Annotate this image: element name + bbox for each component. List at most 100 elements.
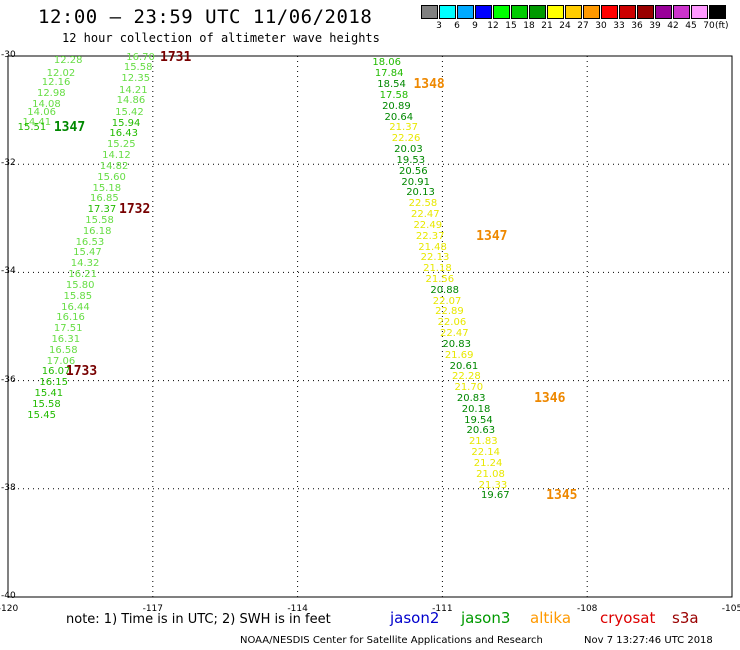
latitude-tick-label: -38 — [1, 482, 16, 493]
wave-height-reading: 19.54 — [464, 414, 493, 426]
wave-height-reading: 22.06 — [437, 317, 467, 329]
wave-height-reading: 15.80 — [65, 279, 95, 291]
pass-time-label: 1346 — [534, 390, 566, 406]
wave-height-reading: 14.12 — [102, 150, 131, 162]
wave-height-reading: 14.21 — [119, 84, 148, 96]
scale-label: 12 — [487, 21, 499, 31]
longitude-tick-label: -108 — [576, 604, 598, 614]
longitude-tick-label: -117 — [142, 604, 164, 614]
wave-height-reading: 22.47 — [411, 209, 440, 221]
wave-height-reading: 22.28 — [452, 371, 481, 383]
longitude-tick-label: -105 — [721, 604, 740, 614]
wave-height-reading: 16.18 — [82, 225, 112, 237]
scale-label: 15 — [505, 21, 517, 31]
scale-label: 24 — [559, 21, 571, 31]
scale-swatch — [457, 5, 474, 19]
wave-height-reading: 20.83 — [456, 392, 486, 404]
wave-height-reading: 12.98 — [36, 87, 66, 99]
wave-height-reading: 21.69 — [444, 349, 474, 361]
wave-height-reading: 22.14 — [471, 447, 500, 459]
scale-swatch — [619, 5, 636, 19]
pass-time-label: 1732 — [119, 202, 151, 218]
scale-swatch — [691, 5, 708, 19]
scale-swatch — [673, 5, 690, 19]
wave-height-reading: 19.67 — [481, 490, 510, 502]
wave-height-reading: 12.16 — [41, 77, 71, 89]
wave-height-reading: 21.56 — [425, 273, 455, 285]
wave-height-reading: 20.03 — [394, 144, 423, 156]
pass-time-label: 1347 — [476, 228, 508, 244]
latitude-tick-label: -40 — [1, 591, 16, 601]
legend-entry-jason3: jason3 — [461, 609, 511, 627]
pass-time-label: 1348 — [413, 77, 445, 93]
wave-height-reading: 16.53 — [75, 236, 105, 248]
wave-height-reading: 16.21 — [68, 269, 97, 281]
wave-height-reading: 20.56 — [398, 165, 428, 177]
latitude-tick-label: -30 — [1, 50, 16, 60]
wave-height-reading: 22.07 — [432, 295, 462, 307]
page-title: 12:00 – 23:59 UTC 11/06/2018 — [38, 6, 373, 28]
scale-label: 9 — [472, 21, 478, 31]
wave-height-reading: 14.32 — [70, 258, 100, 270]
scale-swatch — [439, 5, 456, 19]
wave-height-reading: 12.28 — [53, 55, 83, 67]
scale-swatch — [529, 5, 546, 19]
wave-height-reading: 20.88 — [430, 284, 459, 296]
scale-swatch — [547, 5, 564, 19]
wave-height-reading: 20.61 — [449, 360, 479, 372]
latitude-tick-label: -36 — [1, 374, 16, 385]
wave-height-reading: 15.41 — [34, 388, 64, 400]
wave-height-reading: 12.35 — [121, 73, 151, 85]
wave-height-reading: 21.48 — [418, 241, 447, 253]
wave-height-reading: 16.31 — [51, 334, 81, 346]
scale-label: 30 — [595, 21, 607, 31]
scale-label: 70 — [703, 21, 715, 31]
legend-entry-s3a: s3a — [672, 609, 699, 627]
wave-height-reading: 15.45 — [27, 409, 56, 421]
wave-height-reading: 16.58 — [49, 344, 78, 356]
pass-time-label: 1733 — [65, 364, 98, 380]
wave-height-reading: 15.25 — [106, 139, 136, 151]
wave-height-reading: 20.91 — [401, 176, 430, 188]
scale-label: 21 — [541, 21, 553, 31]
wave-height-reading: 17.51 — [53, 323, 83, 335]
scale-label: 42 — [667, 21, 679, 31]
wave-height-reading: 16.44 — [61, 301, 90, 313]
wave-height-reading: 15.85 — [63, 290, 93, 302]
pass-time-label: 1731 — [160, 50, 192, 66]
legend-entry-altika: altika — [530, 609, 572, 627]
wave-height-reading: 21.37 — [389, 122, 418, 134]
wave-height-reading: 15.58 — [85, 215, 114, 226]
footer-timestamp: Nov 7 13:27:46 UTC 2018 — [584, 635, 713, 646]
scale-unit: (ft) — [715, 21, 729, 31]
scale-label: 27 — [577, 21, 589, 31]
map-frame — [7, 55, 733, 598]
wave-height-reading: 16.15 — [39, 377, 68, 389]
wave-height-reading: 14.82 — [99, 160, 129, 172]
wave-height-reading: 16.07 — [41, 366, 71, 378]
latitude-tick-label: -34 — [1, 266, 16, 277]
scale-label: 3 — [436, 21, 442, 31]
scale-swatch — [709, 5, 726, 19]
wave-height-reading: 17.06 — [46, 355, 76, 367]
wave-height-reading: 19.53 — [396, 154, 426, 166]
wave-height-reading: 17.84 — [374, 67, 404, 79]
legend-entry-cryosat: cryosat — [600, 609, 656, 627]
wave-height-reading: 21.18 — [423, 263, 452, 275]
scale-swatch — [493, 5, 510, 19]
longitude-tick-label: -111 — [432, 604, 453, 614]
footer-note: note: 1) Time is in UTC; 2) SWH is in fe… — [66, 612, 331, 627]
wave-height-reading: 20.13 — [406, 187, 435, 199]
wave-height-reading: 15.58 — [123, 62, 153, 74]
scale-swatch — [511, 5, 528, 19]
wave-height-reading: 21.83 — [468, 436, 498, 448]
wave-height-reading: 15.60 — [97, 171, 126, 183]
wave-height-reading: 16.16 — [56, 312, 85, 324]
wave-height-reading: 17.37 — [87, 204, 117, 216]
wave-height-reading: 22.13 — [420, 252, 450, 264]
longitude-tick-label: -120 — [0, 604, 19, 614]
wave-height-reading: 14.06 — [27, 106, 56, 118]
wave-height-reading: 21.08 — [476, 468, 505, 480]
scale-swatch — [637, 5, 654, 19]
